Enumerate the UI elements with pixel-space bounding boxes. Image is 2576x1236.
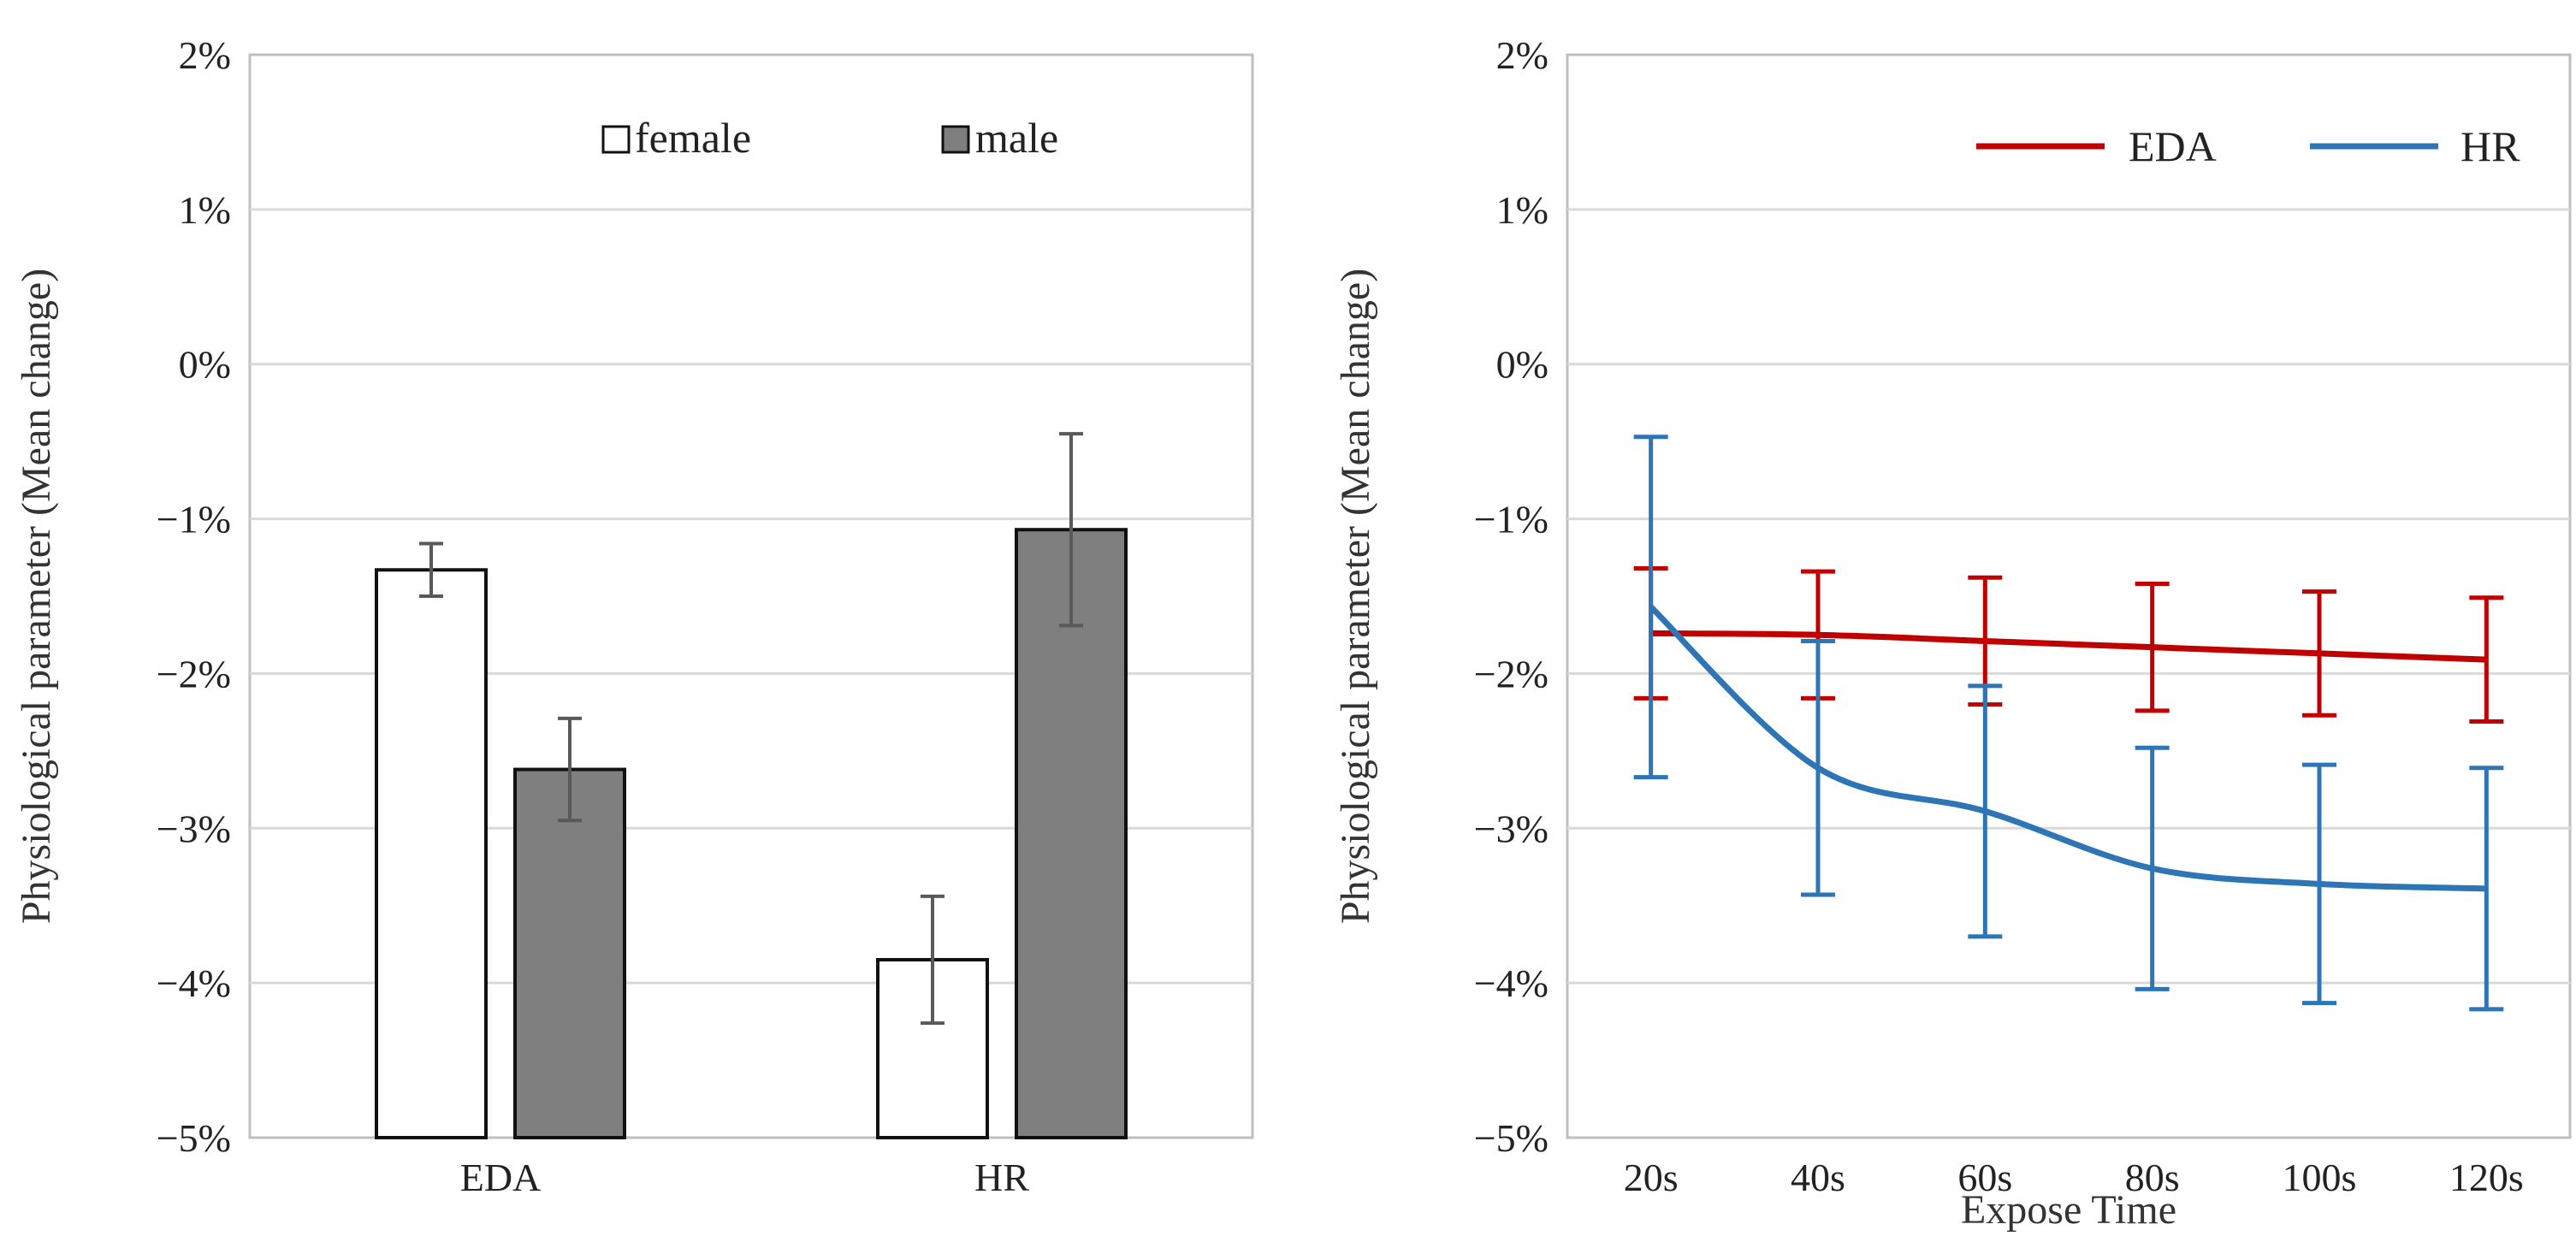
left-y-axis-title: Physiological parameter (Mean change) <box>14 269 59 924</box>
right-error-bars <box>1633 435 2504 1012</box>
y-tick-label: 1% <box>1496 188 1549 232</box>
bar-male-HR <box>1015 528 1128 1139</box>
bar-female-EDA <box>375 568 488 1139</box>
y-tick-label: −1% <box>1474 498 1549 541</box>
x-tick-label: 80s <box>2125 1156 2180 1199</box>
left-bars <box>375 528 1128 1139</box>
right-gridlines <box>1567 208 2570 985</box>
x-tick-label: 40s <box>1791 1156 1845 1199</box>
x-tick-label: 60s <box>1957 1156 2012 1199</box>
right-x-tick-labels: 20s 40s 60s 80s 100s 120s <box>1624 1156 2524 1199</box>
y-tick-label: 2% <box>1496 33 1549 77</box>
legend-swatch-female <box>601 125 631 154</box>
x-tick-label: EDA <box>460 1156 542 1199</box>
y-tick-label: 0% <box>179 343 231 387</box>
left-error-bars <box>419 432 1083 1026</box>
left-plot-frame <box>248 53 1254 1139</box>
left-legend: female male <box>601 114 1058 162</box>
x-tick-label: 20s <box>1624 1156 1679 1199</box>
left-x-tick-labels: EDA HR <box>460 1156 1030 1199</box>
series-line-eda <box>1650 630 2487 663</box>
right-series-lines <box>1649 605 2487 892</box>
right-plot-frame <box>1566 53 2572 1139</box>
right-chart-panel: 2% 1% 0% −1% −2% −3% −4% −5% 20s 40s 60s 80s 100s 12… <box>1333 33 2572 1233</box>
legend-label-eda: EDA <box>2129 122 2217 170</box>
y-tick-label: −2% <box>1474 652 1549 695</box>
y-tick-label: −1% <box>157 498 231 541</box>
legend-label-hr: HR <box>2461 122 2520 170</box>
x-tick-label: 100s <box>2283 1156 2357 1199</box>
right-x-axis-title: Expose Time <box>1961 1187 2176 1233</box>
y-tick-label: −5% <box>1474 1116 1549 1160</box>
right-y-tick-labels: 2% 1% 0% −1% −2% −3% −4% −5% <box>1474 33 1549 1160</box>
legend-label-female: female <box>635 114 751 162</box>
legend-swatch-male <box>941 125 970 154</box>
bar-male-EDA <box>513 767 626 1139</box>
series-line-hr <box>1649 605 2487 892</box>
y-tick-label: 1% <box>179 188 231 232</box>
y-tick-label: −3% <box>157 807 231 850</box>
y-tick-label: −5% <box>157 1116 231 1160</box>
y-tick-label: 2% <box>179 33 231 77</box>
y-tick-label: −3% <box>1474 807 1549 850</box>
x-tick-label: 120s <box>2449 1156 2524 1199</box>
left-chart-panel: 2% 1% 0% −1% −2% −3% −4% −5% EDA HR Physiologica… <box>14 33 1254 1199</box>
y-tick-label: −4% <box>1474 961 1549 1005</box>
right-legend: EDA HR <box>1976 122 2520 170</box>
legend-label-male: male <box>975 114 1058 162</box>
y-tick-label: −4% <box>157 961 231 1005</box>
left-y-tick-labels: 2% 1% 0% −1% −2% −3% −4% −5% <box>157 33 231 1160</box>
right-y-axis-title: Physiological parameter (Mean change) <box>1333 269 1378 924</box>
y-tick-label: 0% <box>1496 343 1549 387</box>
x-tick-label: HR <box>974 1156 1029 1199</box>
y-tick-label: −2% <box>157 652 231 695</box>
